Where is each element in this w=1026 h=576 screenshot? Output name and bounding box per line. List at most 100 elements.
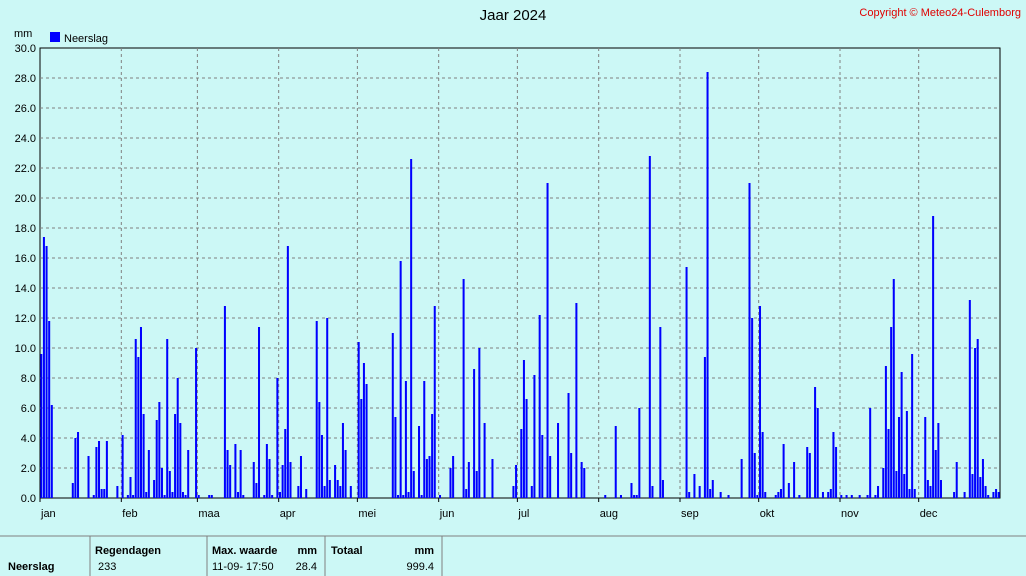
bar xyxy=(761,432,764,498)
cell: 999.4 xyxy=(406,561,434,573)
bar xyxy=(158,402,161,498)
bar xyxy=(139,327,142,498)
bar xyxy=(153,480,156,498)
bar xyxy=(895,471,898,498)
bar xyxy=(829,489,832,498)
bar xyxy=(522,360,525,498)
bar xyxy=(758,306,762,498)
bar xyxy=(315,321,318,498)
bar xyxy=(753,453,756,498)
bar xyxy=(399,261,402,498)
bar xyxy=(289,462,292,498)
bar xyxy=(297,486,300,498)
bar xyxy=(908,489,911,498)
bar xyxy=(483,423,486,498)
bar xyxy=(808,453,811,498)
bar xyxy=(858,495,861,498)
bar xyxy=(239,450,242,498)
bar xyxy=(541,435,544,498)
legend-swatch xyxy=(50,32,60,42)
bar xyxy=(979,477,982,498)
bar xyxy=(557,423,560,498)
bar xyxy=(360,399,363,498)
bar xyxy=(782,444,785,498)
bar xyxy=(286,246,289,498)
bar xyxy=(512,486,515,498)
col-unit: mm xyxy=(414,545,434,557)
bar xyxy=(491,459,494,498)
bar xyxy=(145,492,148,498)
x-tick-label: nov xyxy=(841,508,859,520)
bar xyxy=(756,495,759,498)
bar xyxy=(397,495,400,498)
bar xyxy=(320,435,323,498)
bar xyxy=(176,378,179,498)
x-tick-label: mei xyxy=(358,508,376,520)
x-tick-label: jan xyxy=(40,508,56,520)
bar xyxy=(614,426,617,498)
chart-title: Jaar 2024 xyxy=(480,7,547,24)
bar xyxy=(234,444,237,498)
x-tick-label: okt xyxy=(760,508,775,520)
bar xyxy=(703,357,706,498)
bar xyxy=(976,339,979,498)
bar xyxy=(974,348,977,498)
bar xyxy=(410,159,413,498)
bar xyxy=(328,480,331,498)
bar xyxy=(688,492,691,498)
bar xyxy=(530,486,533,498)
bar xyxy=(727,495,730,498)
bar xyxy=(45,246,48,498)
bar xyxy=(911,354,914,498)
bar xyxy=(827,492,830,498)
col-header: Max. waarde xyxy=(212,545,277,557)
bar xyxy=(407,492,410,498)
bar xyxy=(163,495,166,498)
bar xyxy=(349,486,352,498)
bar xyxy=(882,468,885,498)
bar xyxy=(877,486,880,498)
bar xyxy=(992,492,995,498)
y-tick-label: 10.0 xyxy=(15,343,36,355)
bar xyxy=(706,72,709,498)
bar xyxy=(438,495,442,498)
row-label: Neerslag xyxy=(8,561,54,573)
plot-area xyxy=(39,47,1001,499)
bar xyxy=(255,483,258,498)
bar xyxy=(197,495,200,498)
bar xyxy=(995,489,998,498)
bar xyxy=(268,459,271,498)
bar xyxy=(874,495,877,498)
bar xyxy=(121,435,124,498)
x-tick-label: feb xyxy=(122,508,137,520)
bar xyxy=(748,183,751,498)
bar xyxy=(709,489,712,498)
bar xyxy=(71,483,74,498)
bar xyxy=(428,456,431,498)
bar xyxy=(968,300,971,498)
bar xyxy=(835,447,838,498)
bar xyxy=(764,492,767,498)
bar xyxy=(223,306,226,498)
bar xyxy=(323,486,326,498)
bar xyxy=(74,438,77,498)
bar xyxy=(278,492,282,498)
bar xyxy=(806,447,809,498)
bar xyxy=(816,408,819,498)
bar xyxy=(777,492,780,498)
bar xyxy=(404,381,407,498)
bar xyxy=(242,495,245,498)
bar xyxy=(77,432,80,498)
x-tick-label: jun xyxy=(439,508,455,520)
bar xyxy=(126,495,129,498)
bar xyxy=(963,492,966,498)
bar xyxy=(48,321,51,498)
bar xyxy=(160,468,163,498)
bar xyxy=(420,495,423,498)
bar xyxy=(850,495,853,498)
bar xyxy=(103,489,106,498)
y-tick-label: 20.0 xyxy=(15,193,36,205)
y-tick-label: 24.0 xyxy=(15,133,36,145)
bar xyxy=(719,492,722,498)
